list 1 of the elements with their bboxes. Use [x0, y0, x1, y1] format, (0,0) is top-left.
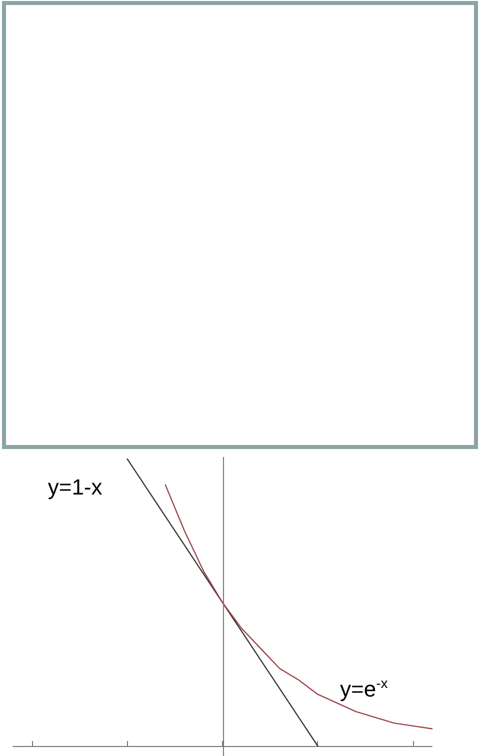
series-label: y=1-x	[48, 474, 102, 500]
